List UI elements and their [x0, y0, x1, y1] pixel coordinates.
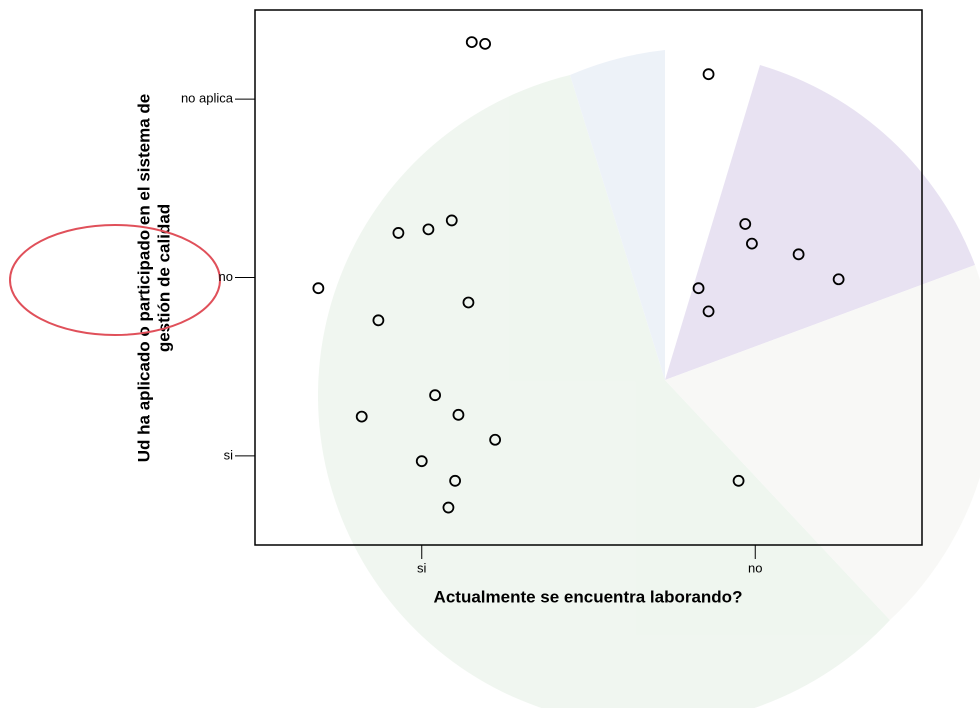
point: [739, 218, 752, 230]
pie-ghost: [318, 75, 890, 708]
bleed-through-pie: [318, 50, 980, 708]
point: [392, 227, 405, 239]
pie-ghost: [570, 50, 665, 380]
y-axis-title-line: Ud ha aplicado o participado en el siste…: [134, 94, 153, 462]
pie-ghost: [665, 65, 975, 380]
y-axis-title-line: gestión de calidad: [154, 204, 173, 352]
x-tick-label: no: [748, 560, 762, 575]
y-tick-label: no aplica: [181, 91, 234, 106]
point: [449, 474, 462, 487]
point: [372, 314, 385, 327]
y-tick-label: si: [224, 447, 234, 462]
point: [792, 248, 805, 261]
y-tick-label: no: [219, 269, 233, 284]
y-axis-title: Ud ha aplicado o participado en el siste…: [134, 94, 173, 462]
x-tick-label: si: [417, 560, 427, 575]
point: [479, 37, 492, 50]
point: [452, 408, 465, 421]
point: [465, 36, 478, 48]
point: [415, 455, 428, 468]
point: [445, 214, 458, 227]
point: [702, 305, 715, 318]
point: [692, 282, 705, 295]
point: [489, 433, 502, 446]
point: [312, 282, 325, 295]
annotation-ellipse: [9, 224, 221, 336]
point: [732, 474, 745, 487]
point: [442, 501, 455, 514]
point: [429, 389, 441, 402]
point: [422, 223, 435, 236]
x-axis-title: Actualmente se encuentra laborando?: [434, 587, 743, 606]
point: [355, 410, 368, 423]
point: [702, 68, 715, 81]
pie-ghost: [665, 265, 980, 620]
point: [832, 273, 845, 286]
point: [462, 296, 475, 309]
point: [746, 237, 758, 250]
